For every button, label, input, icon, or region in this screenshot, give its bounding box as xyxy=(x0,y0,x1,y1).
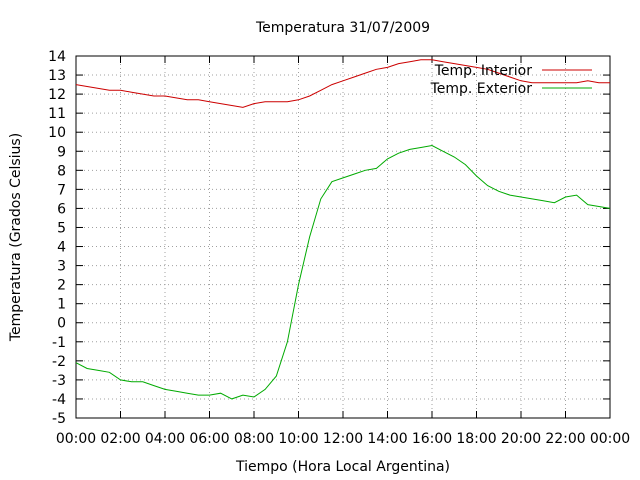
y-tick-label: -4 xyxy=(52,392,66,408)
x-tick-labels: 00:00 02:00 04:00 06:00 08:00 10:00 12:00 14:00… xyxy=(56,431,630,447)
x-tick-label: 14:00 xyxy=(367,431,407,447)
series-line-exterior xyxy=(75,144,611,400)
x-tick-label: 10:00 xyxy=(278,431,318,447)
y-axis-label: Temperatura (Grados Celsius) xyxy=(8,133,24,342)
x-tick-label: 06:00 xyxy=(189,431,229,447)
y-tick-label: -3 xyxy=(52,373,66,389)
x-tick-label: 12:00 xyxy=(323,431,363,447)
y-tick-label: 6 xyxy=(57,201,66,217)
x-tick-label: 22:00 xyxy=(545,431,585,447)
y-tick-label: 11 xyxy=(48,106,66,122)
y-tick-label: -1 xyxy=(52,335,66,351)
y-tick-label: 9 xyxy=(57,144,66,160)
y-tick-label: 13 xyxy=(48,68,66,84)
legend-label-exterior: Temp. Exterior xyxy=(430,81,533,97)
y-tick-label: 12 xyxy=(48,87,66,103)
legend-label-interior: Temp. Interior xyxy=(434,63,533,79)
x-tick-label: 04:00 xyxy=(145,431,185,447)
x-tick-label: 18:00 xyxy=(456,431,496,447)
legend: Temp. Interior Temp. Exterior xyxy=(430,63,592,97)
axis-ticks xyxy=(75,55,611,419)
x-tick-label: 20:00 xyxy=(501,431,541,447)
grid-lines xyxy=(76,56,610,418)
y-tick-label: 1 xyxy=(57,297,66,313)
y-tick-label: 3 xyxy=(57,259,66,275)
series-line-interior xyxy=(75,59,610,108)
series-lines xyxy=(75,59,611,400)
y-tick-label: -2 xyxy=(52,354,66,370)
x-tick-label: 02:00 xyxy=(100,431,140,447)
y-tick-label: 5 xyxy=(57,220,66,236)
chart-title: Temperatura 31/07/2009 xyxy=(255,20,430,36)
y-tick-label: 7 xyxy=(57,182,66,198)
x-tick-label: 00:00 xyxy=(590,431,630,447)
y-tick-label: 4 xyxy=(57,240,66,256)
y-tick-label: 0 xyxy=(57,316,66,332)
y-tick-label: 8 xyxy=(57,163,66,179)
y-tick-label: 14 xyxy=(48,49,66,65)
y-tick-label: -5 xyxy=(52,411,66,427)
x-tick-label: 08:00 xyxy=(234,431,274,447)
x-axis-label: Tiempo (Hora Local Argentina) xyxy=(235,459,450,475)
x-tick-label: 00:00 xyxy=(56,431,96,447)
y-tick-label: 10 xyxy=(48,125,66,141)
y-tick-label: 2 xyxy=(57,278,66,294)
x-tick-label: 16:00 xyxy=(412,431,452,447)
